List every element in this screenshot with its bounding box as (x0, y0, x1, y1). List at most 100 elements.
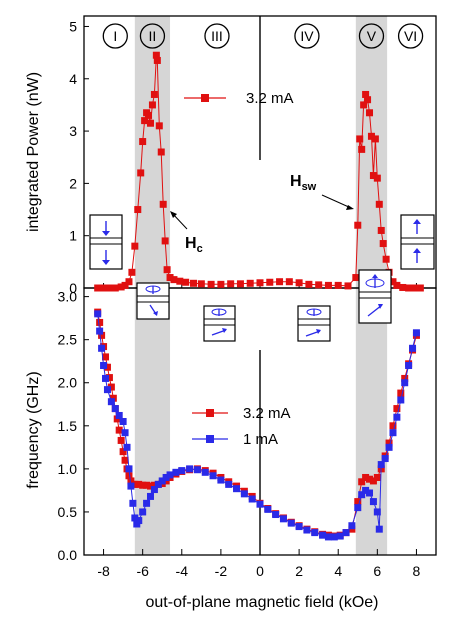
bottom-red-point (389, 422, 397, 430)
bottom-blue-point (96, 327, 104, 335)
bottom-blue-point (150, 486, 158, 494)
top-red-point (410, 284, 418, 292)
bottom-red-point (98, 331, 106, 339)
top-red-point (399, 283, 407, 291)
bottom-red-point (102, 353, 110, 361)
xtick-label: -6 (136, 563, 149, 579)
region-label: III (211, 28, 223, 44)
bottom-blue-point (162, 473, 170, 481)
axis-ticks: 0 1 2 3 4 5 0.0 0.5 1.0 1.5 2.0 2.5 3.0 -8 -6 -4 -2 0 2 4 6 8 (58, 18, 421, 579)
top-red-point (393, 281, 401, 289)
bottom-blue-point (324, 533, 332, 541)
bottom-blue-point (248, 495, 256, 503)
bottom-ytick-label: 2.5 (58, 332, 78, 348)
xtick-label: 0 (256, 563, 264, 579)
top-red-point (137, 169, 145, 177)
region-circle (102, 23, 128, 49)
bottom-red-point (146, 482, 154, 490)
bottom-blue-point (397, 396, 405, 404)
region-labels: I II III IV V VI (102, 23, 424, 49)
top-red-point (344, 282, 352, 290)
top-red-point (157, 148, 165, 156)
bottom-red-point (397, 389, 405, 397)
top-legend: 3.2 mA (184, 90, 294, 107)
bottom-blue-point (94, 310, 102, 318)
bottom-blue-point (369, 498, 377, 506)
top-ytick-label: 1 (69, 228, 77, 244)
top-red-point (360, 101, 368, 109)
top-red-point (354, 221, 362, 229)
bottom-blue-point (256, 500, 264, 508)
bottom-blue-point (375, 525, 383, 533)
hc-annotation: Hc (170, 211, 203, 255)
top-red-point (227, 280, 235, 288)
top-red-point (366, 109, 374, 117)
bottom-red-point (358, 478, 366, 486)
bottom-red-point (119, 448, 127, 456)
hc-label: Hc (185, 235, 203, 255)
bottom-red-point (105, 374, 113, 382)
bottom-blue-point (172, 468, 180, 476)
bottom-red-point (103, 363, 111, 371)
hsw-annotation: Hsw (290, 173, 354, 210)
legend-marker-red (206, 409, 214, 417)
top-red-point (166, 274, 174, 282)
top-red-point (121, 281, 129, 289)
bottom-blue-point (178, 467, 186, 475)
bottom-blue-point (98, 344, 106, 352)
top-red-point (379, 240, 387, 248)
bottom-red-point (143, 481, 151, 489)
inset-region-4 (297, 305, 331, 342)
top-red-point (356, 135, 364, 143)
bottom-ytick-label: 1.5 (58, 418, 78, 434)
bottom-ytick-label: 1.0 (58, 461, 78, 477)
top-red-point (182, 278, 190, 286)
top-ytick-label: 4 (69, 71, 77, 87)
bottom-blue-point (166, 471, 174, 479)
xtick-label: -2 (215, 563, 228, 579)
bottom-blue-point (111, 405, 119, 413)
top-red-point (405, 284, 413, 292)
bottom-ytick-label: 0.0 (58, 547, 78, 563)
top-red-point (315, 281, 323, 289)
bottom-legend: 3.2 mA 1 mA (192, 405, 291, 448)
bottom-blue-point (264, 505, 272, 513)
bottom-blue-point (319, 531, 327, 539)
inset-region-2 (136, 282, 170, 320)
top-red-point (139, 138, 147, 146)
bottom-blue-point (103, 386, 111, 394)
top-red-point (176, 277, 184, 285)
bottom-red-point (354, 498, 362, 506)
top-red-point (155, 122, 163, 130)
top-legend-label: 3.2 mA (246, 90, 294, 107)
top-red-point (134, 206, 142, 214)
bottom-red-point (121, 456, 129, 464)
top-red-point (389, 278, 397, 286)
bottom-blue-point (348, 522, 356, 530)
top-red-point (145, 111, 153, 119)
top-red-point (364, 96, 372, 104)
top-red-point (375, 200, 383, 208)
bottom-red-point (135, 480, 143, 488)
top-red-point (190, 279, 198, 287)
top-ytick-label: 2 (69, 175, 77, 191)
bottom-blue-point (240, 490, 248, 498)
bottom-blue-point (209, 472, 217, 480)
top-red-point (150, 90, 158, 98)
top-red-point (362, 90, 370, 98)
top-red-point (266, 278, 274, 286)
bottom-blue-point (143, 499, 151, 507)
region-circle (139, 23, 166, 49)
top-red-point (152, 51, 160, 59)
bottom-blue-point (131, 514, 139, 522)
xtick-label: -8 (97, 563, 110, 579)
region-circle (204, 23, 230, 49)
region-label: VI (404, 28, 417, 44)
top-red-point (416, 284, 424, 292)
top-red-point (170, 276, 178, 284)
top-ytick-label: 3 (69, 123, 77, 139)
xtick-label: 4 (334, 563, 342, 579)
bottom-red-point (369, 477, 377, 485)
bottom-blue-point (135, 517, 143, 525)
bottom-blue-point (146, 492, 154, 500)
